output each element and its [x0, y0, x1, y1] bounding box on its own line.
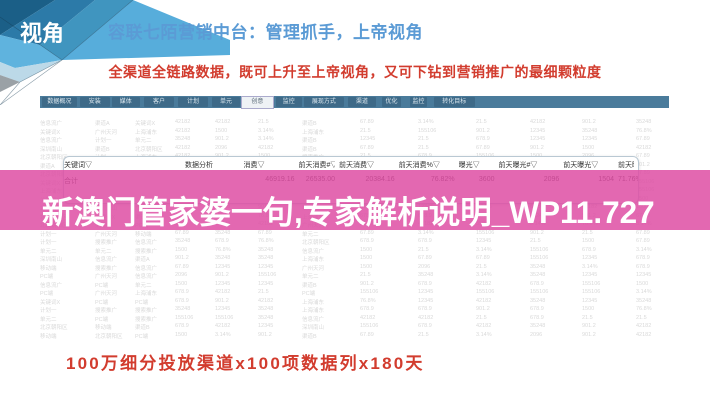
svg-text:视角: 视角	[20, 21, 64, 46]
